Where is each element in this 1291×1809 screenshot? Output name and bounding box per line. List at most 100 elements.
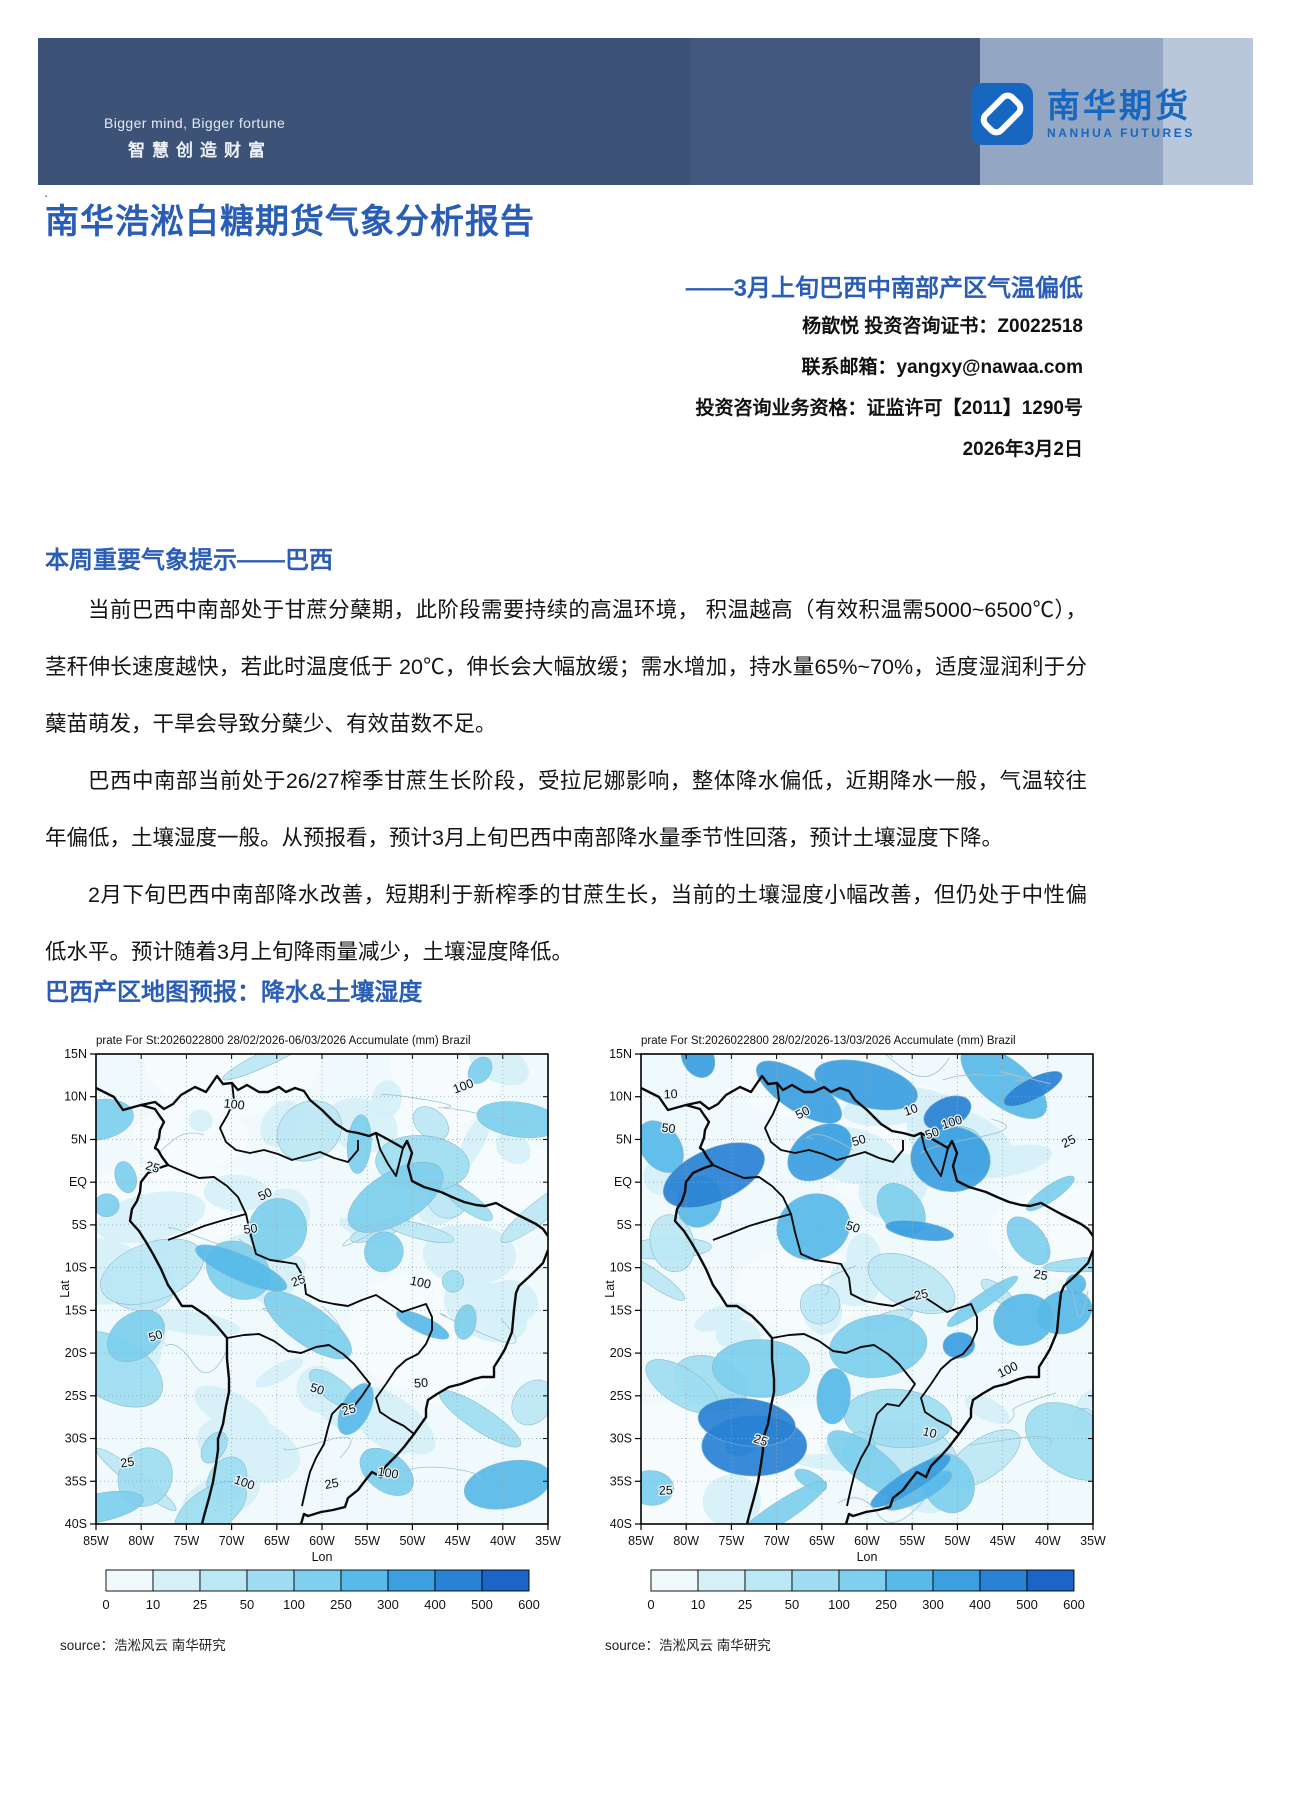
y-tick-label: 35S: [65, 1474, 87, 1488]
y-tick-label: 40S: [610, 1517, 632, 1531]
coastline: [673, 1103, 776, 1524]
contour-label: 25: [1033, 1267, 1049, 1283]
contour-label: 25: [289, 1272, 307, 1290]
colorbar-tick-label: 50: [240, 1597, 254, 1612]
x-tick-label: 35W: [535, 1534, 561, 1548]
colorbar-tick-label: 250: [875, 1597, 897, 1612]
country-border: [920, 1132, 949, 1177]
x-tick-label: 40W: [490, 1534, 516, 1548]
country-border: [920, 1383, 960, 1435]
y-tick-label: 10S: [65, 1261, 87, 1275]
y-tick-label: 5N: [616, 1132, 632, 1146]
x-tick-label: 65W: [264, 1534, 290, 1548]
contour-label: 100: [377, 1465, 400, 1482]
x-tick-label: 45W: [445, 1534, 471, 1548]
precip-map-figure-week2: prate For St:2026022800 28/02/2026-13/03…: [601, 1028, 1136, 1654]
brand-banner: Bigger mind, Bigger fortune 智慧创造财富 南华期货 …: [38, 38, 1253, 185]
country-border: [375, 1383, 415, 1435]
coastline: [299, 1249, 548, 1524]
stray-dot: ·: [44, 188, 49, 203]
y-axis-title: Lat: [58, 1280, 72, 1298]
contour-label: 50: [147, 1327, 165, 1345]
colorbar-tick-label: 400: [969, 1597, 991, 1612]
x-tick-label: 60W: [309, 1534, 335, 1548]
x-tick-label: 60W: [854, 1534, 880, 1548]
y-tick-label: 10S: [610, 1261, 632, 1275]
x-tick-label: 75W: [174, 1534, 200, 1548]
contour-label: 25: [119, 1455, 135, 1471]
colorbar-tick-label: 50: [785, 1597, 799, 1612]
y-tick-label: 5S: [72, 1218, 87, 1232]
x-tick-label: 80W: [128, 1534, 154, 1548]
brand-tagline-en: Bigger mind, Bigger fortune: [104, 115, 286, 131]
contour-label: 25: [340, 1401, 357, 1418]
contour-label: 25: [144, 1159, 161, 1176]
colorbar: 0 10 25 50 100 250 300 400 500 600: [102, 1569, 540, 1612]
body-text: 当前巴西中南部处于甘蔗分蘖期，此阶段需要持续的高温环境， 积温越高（有效积温需5…: [45, 582, 1087, 981]
x-tick-label: 50W: [400, 1534, 426, 1548]
report-date: 2026年3月2日: [962, 439, 1083, 460]
x-tick-label: 45W: [990, 1534, 1016, 1548]
colorbar-tick-label: 100: [828, 1597, 850, 1612]
brand-tagline-zh: 智慧创造财富: [128, 141, 272, 160]
contour-label: 50: [923, 1125, 941, 1143]
qualification-line: 投资咨询业务资格：证监许可【2011】1290号: [695, 398, 1084, 419]
x-tick-label: 70W: [219, 1534, 245, 1548]
contour-label: 50: [256, 1185, 275, 1204]
contour-label: 25: [752, 1431, 770, 1449]
x-tick-label: 80W: [673, 1534, 699, 1548]
colorbar-tick-label: 600: [518, 1597, 540, 1612]
y-axis-title: Lat: [603, 1280, 617, 1298]
y-tick-label: 20S: [610, 1346, 632, 1360]
y-tick-label: 25S: [610, 1389, 632, 1403]
x-axis-title: Lon: [312, 1550, 333, 1564]
colorbar-tick-label: 500: [471, 1597, 493, 1612]
maps-row: prate For St:2026022800 28/02/2026-06/03…: [56, 1028, 1136, 1654]
colorbar-tick-label: 250: [330, 1597, 352, 1612]
y-tick-label: 5N: [71, 1132, 87, 1146]
colorbar-tick-label: 300: [377, 1597, 399, 1612]
colorbar-tick-label: 25: [193, 1597, 207, 1612]
contour-label: 50: [243, 1221, 259, 1237]
map-source: source：浩淞风云 南华研究: [605, 1638, 771, 1653]
y-tick-label: 30S: [65, 1432, 87, 1446]
colorbar-tick-label: 10: [146, 1597, 160, 1612]
contour-label: 10: [663, 1087, 677, 1101]
y-tick-label: 30S: [610, 1432, 632, 1446]
y-tick-label: 5S: [617, 1218, 632, 1232]
y-tick-label: 15N: [64, 1047, 87, 1061]
coastline: [641, 1074, 1093, 1237]
x-tick-label: 75W: [719, 1534, 745, 1548]
x-axis-title: Lon: [857, 1550, 878, 1564]
y-tick-label: 20S: [65, 1346, 87, 1360]
section-heading-map-forecast: 巴西产区地图预报：降水&土壤湿度: [45, 979, 423, 1006]
x-tick-label: 35W: [1080, 1534, 1106, 1548]
colorbar-tick-label: 0: [102, 1597, 109, 1612]
contour-label: 100: [409, 1274, 432, 1292]
precip-map-svg: prate For St:2026022800 28/02/2026-13/03…: [603, 1035, 1106, 1612]
country-border: [764, 1082, 904, 1163]
contour-label: 50: [850, 1132, 867, 1149]
precip-map-figure-week1: prate For St:2026022800 28/02/2026-06/03…: [56, 1028, 591, 1654]
colorbar-tick-label: 300: [922, 1597, 944, 1612]
colorbar-tick-label: 0: [647, 1597, 654, 1612]
country-border: [712, 1164, 978, 1385]
colorbar-tick-label: 25: [738, 1597, 752, 1612]
y-tick-label: 40S: [65, 1517, 87, 1531]
banner-band: [1163, 38, 1253, 185]
coastline: [844, 1249, 1093, 1524]
y-tick-label: 15S: [65, 1303, 87, 1317]
colorbar-tick-label: 10: [691, 1597, 705, 1612]
x-tick-label: 55W: [899, 1534, 925, 1548]
y-tick-label: 15S: [610, 1303, 632, 1317]
map-source: source：浩淞风云 南华研究: [60, 1638, 226, 1653]
contact-line: 联系邮箱：yangxy@nawaa.com: [801, 357, 1083, 378]
x-tick-label: 70W: [764, 1534, 790, 1548]
y-tick-label: 10N: [64, 1090, 87, 1104]
contour-label: 100: [223, 1097, 245, 1113]
contour-label: 10: [921, 1424, 938, 1441]
nanhua-logo-icon: [971, 83, 1033, 145]
coastline: [128, 1103, 231, 1524]
contour-label: 50: [661, 1121, 677, 1137]
